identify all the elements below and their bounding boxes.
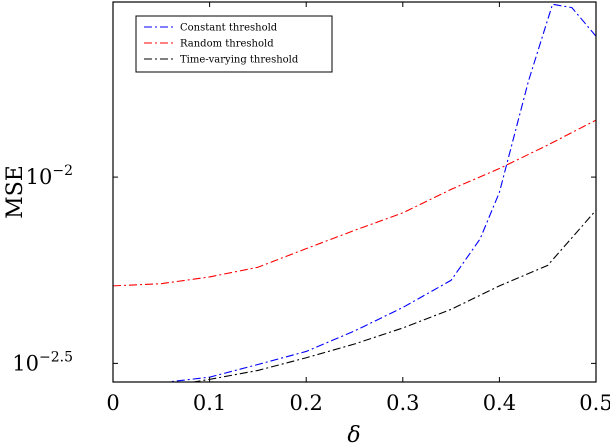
plot-frame — [112, 1, 597, 383]
x-tick-label: 0.1 — [193, 391, 226, 415]
ticks-layer: 0 0.1 0.2 0.3 0.4 0.5 10−2 10−2.5 — [12, 2, 610, 415]
series-layer — [113, 3, 596, 382]
series-line-2 — [113, 119, 596, 287]
x-tick-label: 0 — [106, 391, 119, 415]
x-tick-label: 0.3 — [386, 391, 419, 415]
legend: Constant threshold Random threshold Time-v… — [135, 15, 333, 73]
x-axis-label: δ — [347, 423, 360, 444]
legend-entry: Time-varying threshold — [180, 55, 299, 66]
legend-entry: Random threshold — [180, 39, 274, 50]
y-tick-label: 10−2 — [26, 163, 73, 189]
x-tick-label: 0.2 — [289, 391, 322, 415]
series-line-3 — [190, 209, 596, 382]
y-tick-label: 10−2.5 — [12, 349, 73, 375]
legend-entry: Constant threshold — [180, 23, 278, 34]
x-tick-label: 0.5 — [579, 391, 610, 415]
legend-box — [135, 15, 333, 73]
y-axis-label: MSE — [3, 165, 28, 219]
x-tick-label: 0.4 — [483, 391, 516, 415]
series-line-1 — [162, 3, 596, 382]
